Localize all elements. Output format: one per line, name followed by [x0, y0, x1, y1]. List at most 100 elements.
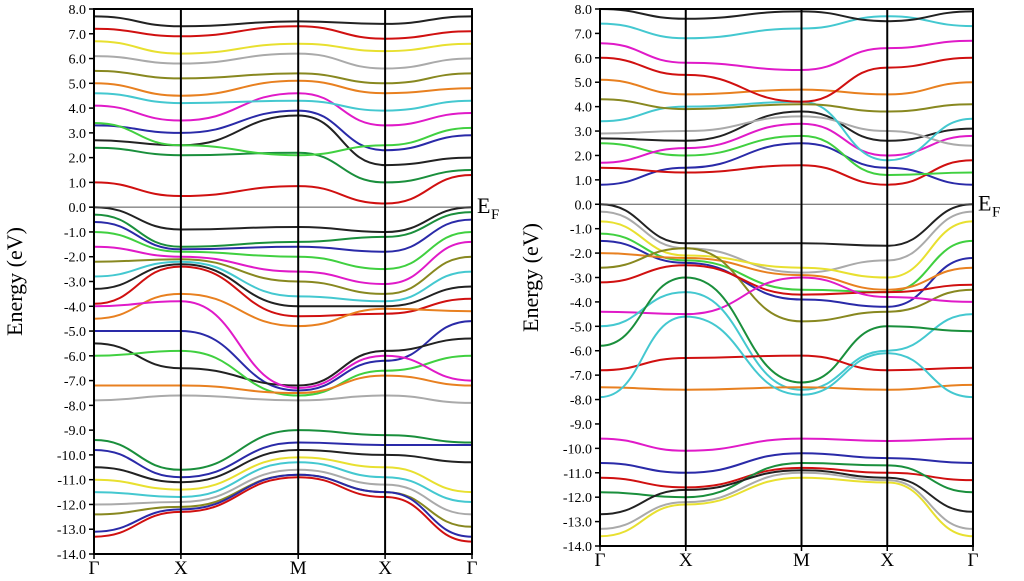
y-tick-label-left-22: -14.0 [57, 548, 86, 563]
y-tick-label-left-12: -4.0 [64, 300, 86, 315]
y-tick-label-right-21: -13.0 [563, 516, 592, 531]
band-line-right-26 [600, 383, 973, 391]
band-line-right-28 [600, 437, 973, 452]
x-tick-label-right-4: Γ [968, 550, 979, 571]
x-tick-label-left-0: Γ [89, 558, 100, 579]
y-tick-label-left-8: 0.0 [69, 201, 87, 216]
y-tick-label-left-5: 3.0 [69, 127, 87, 142]
band-line-left-30 [94, 429, 472, 471]
y-tick-label-right-6: 2.0 [575, 149, 593, 164]
x-tick-label-left-3: X [378, 558, 392, 579]
y-tick-label-right-8: 0.0 [575, 198, 593, 213]
y-tick-label-right-10: -2.0 [570, 247, 592, 262]
band-line-left-17 [94, 231, 472, 271]
y-tick-label-left-21: -13.0 [57, 523, 86, 538]
y-tick-label-right-4: 4.0 [575, 101, 593, 116]
fermi-label-subscript-right: F [992, 204, 1000, 220]
y-tick-label-left-2: 6.0 [69, 53, 87, 68]
band-lines-left [94, 15, 472, 543]
band-line-left-31 [94, 441, 472, 479]
band-line-left-29 [94, 394, 472, 404]
y-tick-label-right-2: 6.0 [575, 52, 593, 67]
y-tick-label-right-11: -3.0 [570, 272, 592, 287]
y-tick-label-right-15: -7.0 [570, 369, 592, 384]
y-tick-label-right-1: 7.0 [575, 27, 593, 42]
band-lines-right [600, 9, 973, 538]
y-tick-label-left-18: -10.0 [57, 449, 86, 464]
y-tick-label-left-7: 1.0 [69, 176, 87, 191]
band-line-left-23 [94, 292, 472, 328]
band-line-left-15 [94, 211, 472, 248]
y-tick-label-right-5: 3.0 [575, 125, 593, 140]
band-line-left-34 [94, 461, 472, 503]
band-line-right-9 [600, 78, 973, 96]
band-line-left-2 [94, 146, 472, 184]
y-tick-label-left-9: -1.0 [64, 226, 86, 241]
band-line-left-10 [94, 52, 472, 70]
y-tick-label-left-15: -7.0 [64, 375, 86, 390]
y-tick-label-left-6: 2.0 [69, 152, 87, 167]
band-line-left-37 [94, 473, 472, 538]
band-line-right-21 [600, 264, 973, 296]
y-tick-label-right-9: -1.0 [570, 223, 592, 238]
band-line-left-6 [94, 92, 472, 127]
band-line-left-13 [94, 15, 472, 28]
y-tick-label-left-3: 5.0 [69, 77, 87, 92]
band-line-left-14 [94, 206, 472, 234]
band-line-left-7 [94, 92, 472, 112]
band-structure-panel-right: 8.0 7.0 6.0 5.0 4.0 3.0 2.0 1.0 0.0 -1.0 -2.0 -3.0 -… [518, 3, 1000, 571]
y-tick-label-right-20: -12.0 [563, 491, 592, 506]
band-line-right-20 [600, 247, 973, 323]
band-line-left-12 [94, 25, 472, 40]
band-structure-panel-left: 8.0 7.0 6.0 5.0 4.0 3.0 2.0 1.0 0.0 -1.0 -2.0 -3.0 -… [2, 3, 499, 579]
y-tick-label-right-13: -5.0 [570, 320, 592, 335]
band-line-right-33 [600, 471, 973, 530]
y-tick-label-left-4: 4.0 [69, 102, 87, 117]
y-tick-label-left-17: -9.0 [64, 424, 86, 439]
k-point-verticals-right [684, 9, 889, 546]
band-line-left-27 [94, 300, 472, 390]
band-line-left-32 [94, 448, 472, 484]
x-tick-label-right-1: X [679, 550, 693, 571]
band-line-right-10 [600, 56, 973, 103]
y-tick-label-right-19: -11.0 [563, 467, 592, 482]
y-tick-label-right-17: -9.0 [570, 418, 592, 433]
band-line-left-5 [94, 122, 472, 157]
y-tick-label-left-10: -2.0 [64, 251, 86, 266]
x-tick-label-right-3: X [880, 550, 894, 571]
k-point-verticals-left [179, 9, 387, 554]
y-tick-label-left-0: 8.0 [69, 3, 87, 18]
y-axis-title-left: Energy (eV) [2, 227, 27, 336]
band-line-right-12 [600, 15, 973, 40]
band-line-left-11 [94, 40, 472, 55]
y-tick-label-left-1: 7.0 [69, 28, 87, 43]
x-tick-label-right-0: Γ [595, 550, 606, 571]
y-tick-label-left-16: -8.0 [64, 399, 86, 414]
band-line-left-21 [94, 263, 472, 308]
y-tick-label-right-7: 1.0 [575, 174, 593, 189]
fermi-label-right: E [978, 190, 991, 215]
band-line-right-27 [600, 315, 973, 399]
fermi-label-left: E [477, 193, 490, 218]
band-line-right-24 [600, 276, 973, 384]
fermi-label-subscript-left: F [491, 207, 499, 223]
y-tick-label-left-19: -11.0 [57, 474, 86, 489]
y-tick-label-left-14: -6.0 [64, 350, 86, 365]
y-tick-label-left-20: -12.0 [57, 498, 86, 513]
y-tick-label-right-14: -6.0 [570, 345, 592, 360]
band-line-left-24 [94, 320, 472, 392]
y-axis-ticks-left: 8.0 7.0 6.0 5.0 4.0 3.0 2.0 1.0 0.0 -1.0 -2.0 -3.0 -… [57, 3, 94, 563]
band-line-left-22 [94, 265, 472, 318]
band-line-right-3 [600, 134, 973, 177]
y-tick-label-right-3: 5.0 [575, 76, 593, 91]
y-tick-label-right-0: 8.0 [575, 3, 593, 18]
x-tick-label-left-1: X [174, 558, 188, 579]
band-line-right-6 [600, 115, 973, 147]
y-tick-label-right-18: -10.0 [563, 442, 592, 457]
x-tick-label-left-2: M [290, 558, 307, 579]
x-tick-label-right-2: M [793, 550, 810, 571]
y-tick-label-right-22: -14.0 [563, 540, 592, 555]
